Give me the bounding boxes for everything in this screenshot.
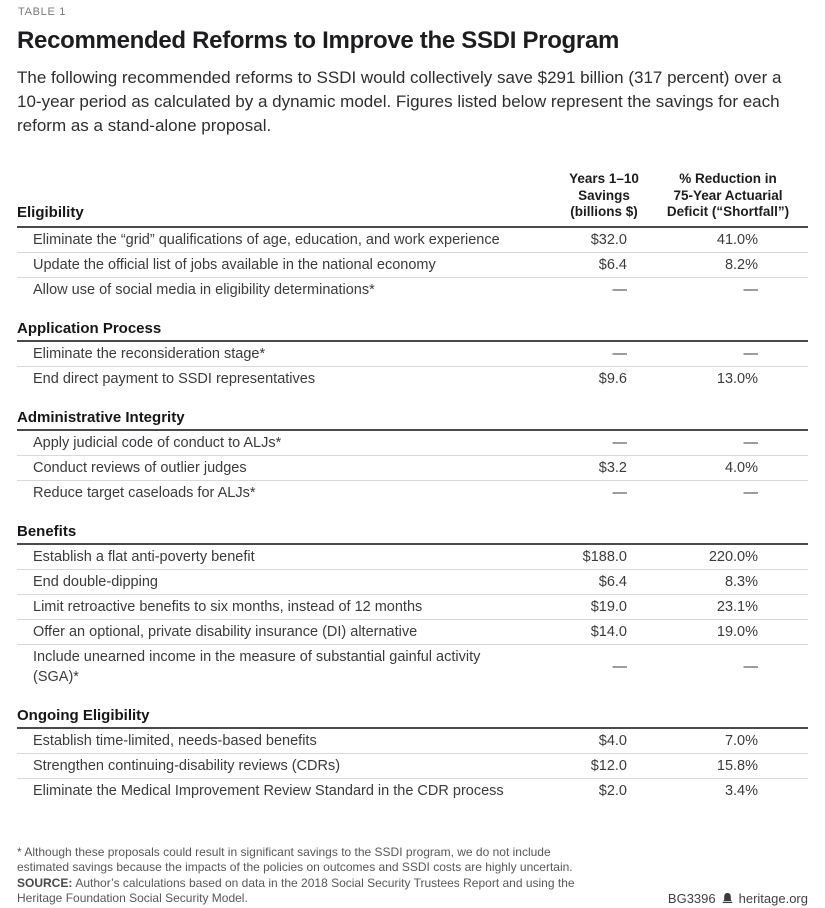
row-label: Eliminate the Medical Improvement Review… xyxy=(33,782,504,799)
reduction-value: 41.0% xyxy=(716,231,758,248)
savings-value: — xyxy=(612,484,628,501)
reduction-value: 8.2% xyxy=(724,256,758,273)
footnote-text: * Although these proposals could result … xyxy=(17,844,573,875)
table-number-label: TABLE 1 xyxy=(18,6,67,18)
savings-value: $32.0 xyxy=(590,231,627,248)
savings-value: $4.0 xyxy=(598,732,627,749)
table-row: Eliminate the reconsideration stage* — — xyxy=(17,342,808,367)
savings-header-line1: Years 1–10 xyxy=(569,171,639,186)
reduction-header-line3: Deficit (“Shortfall”) xyxy=(666,204,790,219)
section-header-row: Benefits xyxy=(17,519,808,545)
row-label: Establish a flat anti-poverty benefit xyxy=(33,548,255,565)
row-label: Conduct reviews of outlier judges xyxy=(33,459,247,476)
heritage-bell-icon xyxy=(721,892,734,905)
notes-block: * Although these proposals could result … xyxy=(17,845,597,907)
savings-value: $9.6 xyxy=(598,370,627,387)
table-row: Conduct reviews of outlier judges $3.2 4… xyxy=(17,456,808,481)
savings-value: $3.2 xyxy=(598,459,627,476)
source-text: Author’s calculations based on data in t… xyxy=(17,875,575,906)
table-footer: * Although these proposals could result … xyxy=(17,845,808,907)
reduction-value: 19.0% xyxy=(716,623,758,640)
table-row: Establish a flat anti-poverty benefit $1… xyxy=(17,545,808,570)
reduction-column-header: % Reduction in 75-Year Actuarial Deficit… xyxy=(648,171,808,221)
savings-value: — xyxy=(612,281,628,298)
table-body: Eliminate the “grid” qualifications of a… xyxy=(17,228,808,803)
table-row: Update the official list of jobs availab… xyxy=(17,253,808,278)
reduction-value: 7.0% xyxy=(724,732,758,749)
reduction-value: 4.0% xyxy=(724,459,758,476)
row-label: Update the official list of jobs availab… xyxy=(33,256,436,273)
savings-value: $6.4 xyxy=(598,573,627,590)
row-label: Reduce target caseloads for ALJs* xyxy=(33,484,256,501)
reduction-value: 15.8% xyxy=(716,757,758,774)
savings-value: — xyxy=(612,434,628,451)
table-row: Limit retroactive benefits to six months… xyxy=(17,595,808,620)
savings-value: — xyxy=(612,658,628,675)
table-row: Offer an optional, private disability in… xyxy=(17,620,808,645)
reduction-value: — xyxy=(743,658,759,675)
table-title: Recommended Reforms to Improve the SSDI … xyxy=(17,27,620,54)
table-row: Eliminate the Medical Improvement Review… xyxy=(17,779,808,803)
reduction-value: 23.1% xyxy=(716,598,758,615)
reduction-value: — xyxy=(743,345,759,362)
row-label: End direct payment to SSDI representativ… xyxy=(33,370,316,387)
savings-value: $19.0 xyxy=(590,598,627,615)
savings-value: $188.0 xyxy=(582,548,627,565)
row-label: Strengthen continuing-disability reviews… xyxy=(33,757,341,774)
table-row: Allow use of social media in eligibility… xyxy=(17,278,808,302)
savings-value: — xyxy=(612,345,628,362)
savings-column-header: Years 1–10 Savings (billions $) xyxy=(528,171,648,221)
savings-value: $14.0 xyxy=(590,623,627,640)
reduction-header-line2: 75-Year Actuarial xyxy=(673,187,783,203)
source-label: SOURCE: xyxy=(17,875,73,890)
section-rows: Eliminate the reconsideration stage* — —… xyxy=(17,342,808,391)
table-row: Strengthen continuing-disability reviews… xyxy=(17,754,808,779)
savings-value: $6.4 xyxy=(598,256,627,273)
column-headers-row: Eligibility Years 1–10 Savings (billions… xyxy=(17,171,808,228)
reduction-value: — xyxy=(743,434,759,451)
reduction-value: 13.0% xyxy=(716,370,758,387)
section-rows: Establish a flat anti-poverty benefit $1… xyxy=(17,545,808,689)
row-label: Include unearned income in the measure o… xyxy=(33,648,481,685)
row-label: Limit retroactive benefits to six months… xyxy=(33,598,423,615)
reduction-value: 220.0% xyxy=(708,548,758,565)
table-row: Include unearned income in the measure o… xyxy=(17,645,808,689)
row-label: Eliminate the reconsideration stage* xyxy=(33,345,266,362)
section-header-label: Eligibility xyxy=(17,203,84,221)
table-row: Eliminate the “grid” qualifications of a… xyxy=(17,228,808,253)
reduction-header-line1: % Reduction in xyxy=(679,171,777,186)
section-header-label: Application Process xyxy=(17,319,162,337)
row-label: Offer an optional, private disability in… xyxy=(33,623,418,640)
table-row: Reduce target caseloads for ALJs* — — xyxy=(17,481,808,505)
source-line: SOURCE: Author’s calculations based on da… xyxy=(17,876,597,907)
table-row: End double-dipping $6.4 8.3% xyxy=(17,570,808,595)
section-header-row: Ongoing Eligibility xyxy=(17,703,808,729)
row-label: Apply judicial code of conduct to ALJs* xyxy=(33,434,282,451)
row-label: Allow use of social media in eligibility… xyxy=(33,281,375,298)
section-header-label: Administrative Integrity xyxy=(17,408,185,426)
row-label: Eliminate the “grid” qualifications of a… xyxy=(33,231,500,248)
savings-value: $12.0 xyxy=(590,757,627,774)
section-header-label: Ongoing Eligibility xyxy=(17,706,150,724)
row-label: Establish time-limited, needs-based bene… xyxy=(33,732,317,749)
reduction-value: 8.3% xyxy=(724,573,758,590)
section-header-row: Administrative Integrity xyxy=(17,405,808,431)
section-header-row: Application Process xyxy=(17,316,808,342)
table-row: Establish time-limited, needs-based bene… xyxy=(17,729,808,754)
section-rows: Apply judicial code of conduct to ALJs* … xyxy=(17,431,808,505)
reduction-value: — xyxy=(743,281,759,298)
reduction-value: 3.4% xyxy=(724,782,758,799)
row-label: End double-dipping xyxy=(33,573,158,590)
savings-header-line2: Savings xyxy=(578,187,630,203)
section-header-label: Benefits xyxy=(17,522,77,540)
section-rows: Establish time-limited, needs-based bene… xyxy=(17,729,808,803)
section-rows: Eliminate the “grid” qualifications of a… xyxy=(17,228,808,302)
table-description: The following recommended reforms to SSD… xyxy=(17,68,782,135)
table-row: Apply judicial code of conduct to ALJs* … xyxy=(17,431,808,456)
savings-value: $2.0 xyxy=(598,782,627,799)
savings-header-line3: (billions $) xyxy=(570,204,638,219)
table-row: End direct payment to SSDI representativ… xyxy=(17,367,808,391)
reduction-value: — xyxy=(743,484,759,501)
